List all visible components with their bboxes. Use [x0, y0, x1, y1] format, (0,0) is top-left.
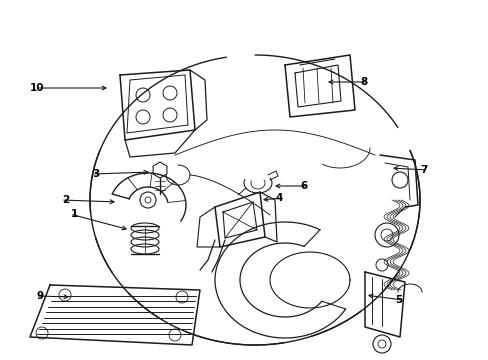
Text: 8: 8 — [359, 77, 366, 87]
Text: 4: 4 — [274, 193, 282, 203]
Text: 10: 10 — [29, 83, 44, 93]
Text: 3: 3 — [93, 169, 100, 179]
Text: 1: 1 — [71, 209, 78, 219]
Text: 2: 2 — [61, 195, 69, 205]
Text: 6: 6 — [299, 181, 306, 191]
Text: 5: 5 — [394, 295, 402, 305]
Text: 7: 7 — [419, 165, 427, 175]
Text: 9: 9 — [37, 291, 44, 301]
